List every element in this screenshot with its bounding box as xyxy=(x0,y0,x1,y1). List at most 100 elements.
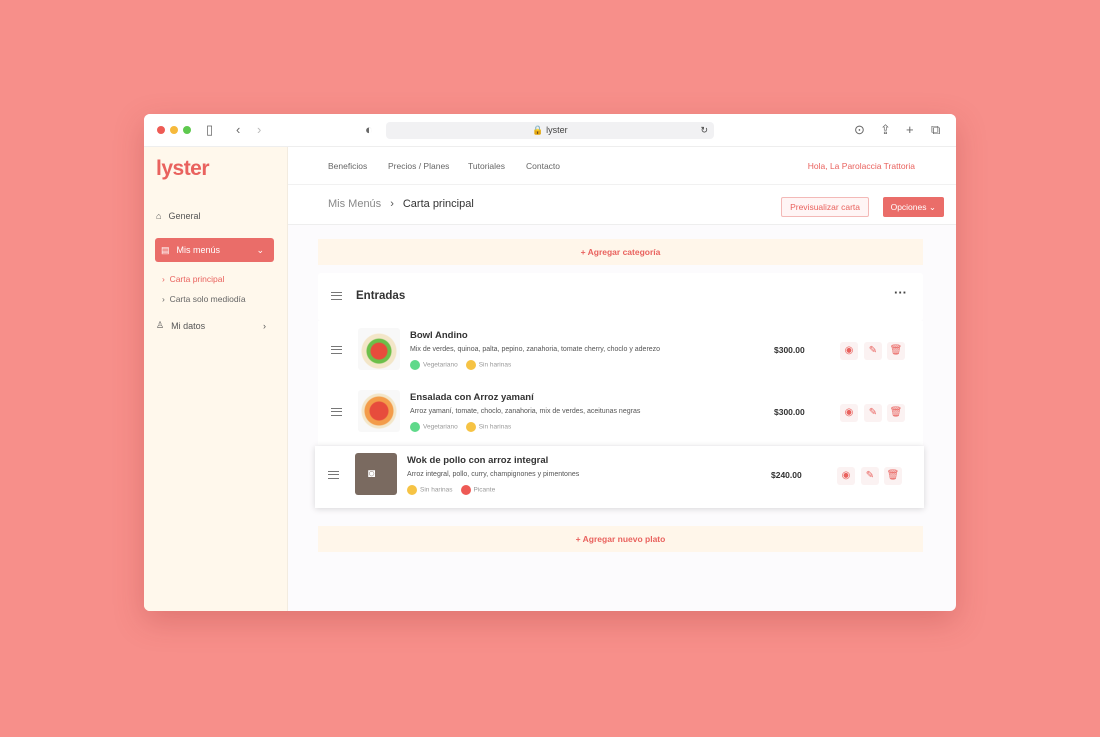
tag: Picante xyxy=(460,485,496,495)
address-bar[interactable]: 🔒 lyster ↻ xyxy=(386,122,714,139)
dish-tags: Vegetariano Sin harinas xyxy=(410,422,511,432)
category-title: Entradas xyxy=(356,290,406,302)
chevron-down-icon: ⌄ xyxy=(928,202,936,212)
home-icon: ⌂ xyxy=(156,211,162,221)
nav-link-contacto[interactable]: Contacto xyxy=(526,161,561,171)
dish-row[interactable]: ◙ Wok de pollo con arroz integral Arroz … xyxy=(315,446,924,508)
back-icon[interactable]: ‹ xyxy=(236,122,241,137)
download-icon[interactable]: ⊙ xyxy=(854,122,865,137)
dish-name: Wok de pollo con arroz integral xyxy=(407,455,549,466)
user-greeting[interactable]: Hola, La Parolaccia Trattoria xyxy=(808,161,915,171)
nav-link-precios[interactable]: Precios / Planes xyxy=(388,161,450,171)
sidebar: lyster ⌂ General ▤ Mis menús ⌄ › Carta prin… xyxy=(144,147,288,611)
drag-handle-icon[interactable] xyxy=(331,408,342,416)
tag-label: Vegetariano xyxy=(423,423,458,431)
new-tab-icon[interactable]: + xyxy=(906,122,914,137)
document-icon: ▤ xyxy=(161,244,170,255)
dish-description: Mix de verdes, quinoa, palta, pepino, za… xyxy=(410,346,661,353)
nav-link-beneficios[interactable]: Beneficios xyxy=(328,161,368,171)
browser-window: ▯ ‹ › ◐ 🔒 lyster ↻ ⊙ ⇪ + ⧉ lyster ⌂ Genera… xyxy=(144,114,956,611)
top-nav: Beneficios Precios / Planes Tutoriales C… xyxy=(288,147,956,185)
edit-icon[interactable]: ✎ xyxy=(864,404,882,422)
chevron-right-icon: › xyxy=(390,198,394,210)
subitem-label: Carta principal xyxy=(169,274,225,284)
tag-icon xyxy=(465,422,476,432)
maximize-window-button[interactable] xyxy=(183,126,191,134)
add-dish-button[interactable]: + Agregar nuevo plato xyxy=(318,526,923,552)
tag-icon xyxy=(410,360,420,370)
dish-row[interactable]: Bowl Andino Mix de verdes, quinoa, palta… xyxy=(318,321,923,383)
dish-price: $300.00 xyxy=(774,407,805,417)
dish-row[interactable]: Ensalada con Arroz yamaní Arroz yamaní, … xyxy=(318,383,923,445)
camera-placeholder-image[interactable]: ◙ xyxy=(355,453,397,495)
drag-handle-icon[interactable] xyxy=(328,471,339,479)
tag: Vegetariano xyxy=(410,360,458,370)
sidebar-subitem-carta-principal[interactable]: › Carta principal xyxy=(162,274,225,284)
logo: lyster xyxy=(156,157,210,180)
dish-image[interactable] xyxy=(358,328,400,370)
subitem-label: Carta solo mediodía xyxy=(169,294,246,304)
sidebar-subitem-carta-mediodia[interactable]: › Carta solo mediodía xyxy=(162,294,246,304)
add-category-button[interactable]: + Agregar categoría xyxy=(318,239,923,265)
tag-label: Sin harinas xyxy=(478,361,512,369)
view-icon[interactable]: ◉ xyxy=(837,467,855,485)
dish-image[interactable] xyxy=(358,390,400,432)
tabs-overview-icon[interactable]: ⧉ xyxy=(931,122,941,137)
sidebar-item-label: Mi datos xyxy=(171,320,206,331)
view-icon[interactable]: ◉ xyxy=(840,342,858,360)
sidebar-item-general[interactable]: ⌂ General xyxy=(156,211,200,221)
options-button[interactable]: Opciones ⌄ xyxy=(882,197,944,217)
shield-icon[interactable]: ◐ xyxy=(365,122,373,137)
tag-label: Sin harinas xyxy=(420,486,453,494)
sidebar-toggle-icon[interactable]: ▯ xyxy=(206,122,214,137)
page-header: Mis Menús › Carta principal Previsualizar … xyxy=(288,185,956,225)
trash-icon[interactable]: 🗑 xyxy=(887,342,905,360)
main-content: Beneficios Precios / Planes Tutoriales C… xyxy=(288,147,956,611)
chevron-right-icon: › xyxy=(263,320,266,331)
forward-icon[interactable]: › xyxy=(257,122,262,137)
camera-icon: ◙ xyxy=(368,466,376,480)
edit-icon[interactable]: ✎ xyxy=(861,467,879,485)
greeting-text: Hola, xyxy=(807,161,828,171)
breadcrumb: Mis Menús › Carta principal xyxy=(328,198,474,210)
trash-icon[interactable]: 🗑 xyxy=(887,404,905,422)
dish-tags: Vegetariano Sin harinas xyxy=(410,360,511,370)
tag-icon xyxy=(407,485,417,495)
dish-tags: Sin harinas Picante xyxy=(407,485,495,495)
tag-icon xyxy=(410,422,420,432)
sidebar-item-mi-datos[interactable]: ♙ Mi datos › xyxy=(156,320,266,331)
dish-price: $300.00 xyxy=(774,345,805,355)
user-icon: ♙ xyxy=(156,320,165,330)
tag: Sin harinas xyxy=(407,485,453,495)
user-name: La Parolaccia Trattoria xyxy=(829,161,915,171)
tag-icon xyxy=(465,360,476,370)
reload-icon[interactable]: ↻ xyxy=(700,125,708,135)
share-icon[interactable]: ⇪ xyxy=(880,122,891,137)
drag-handle-icon[interactable] xyxy=(331,292,342,300)
dish-description: Arroz yamaní, tomate, choclo, zanahoria,… xyxy=(410,408,641,415)
sidebar-item-label: General xyxy=(168,211,201,221)
tag-label: Vegetariano xyxy=(423,361,458,369)
view-icon[interactable]: ◉ xyxy=(840,404,858,422)
tag: Sin harinas xyxy=(465,422,511,432)
breadcrumb-current: Carta principal xyxy=(402,198,474,210)
breadcrumb-parent[interactable]: Mis Menús xyxy=(328,198,382,210)
tag: Vegetariano xyxy=(410,422,458,432)
nav-link-tutoriales[interactable]: Tutoriales xyxy=(468,161,506,171)
close-window-button[interactable] xyxy=(157,126,165,134)
more-options-icon[interactable]: ··· xyxy=(894,285,907,300)
browser-toolbar: ▯ ‹ › ◐ 🔒 lyster ↻ ⊙ ⇪ + ⧉ xyxy=(144,114,956,147)
tag-label: Picante xyxy=(473,486,496,494)
edit-icon[interactable]: ✎ xyxy=(864,342,882,360)
minimize-window-button[interactable] xyxy=(170,126,178,134)
tag-icon xyxy=(460,485,471,495)
drag-handle-icon[interactable] xyxy=(331,346,342,354)
dish-price: $240.00 xyxy=(771,470,802,480)
preview-button[interactable]: Previsualizar carta xyxy=(781,197,869,217)
tag: Sin harinas xyxy=(465,360,512,370)
dish-description: Arroz integral, pollo, curry, champignon… xyxy=(407,471,580,478)
trash-icon[interactable]: 🗑 xyxy=(884,467,902,485)
chevron-down-icon: ⌄ xyxy=(256,244,264,255)
sidebar-item-mis-menus[interactable]: ▤ Mis menús ⌄ xyxy=(155,238,274,262)
category-header: Entradas ··· xyxy=(318,273,923,321)
